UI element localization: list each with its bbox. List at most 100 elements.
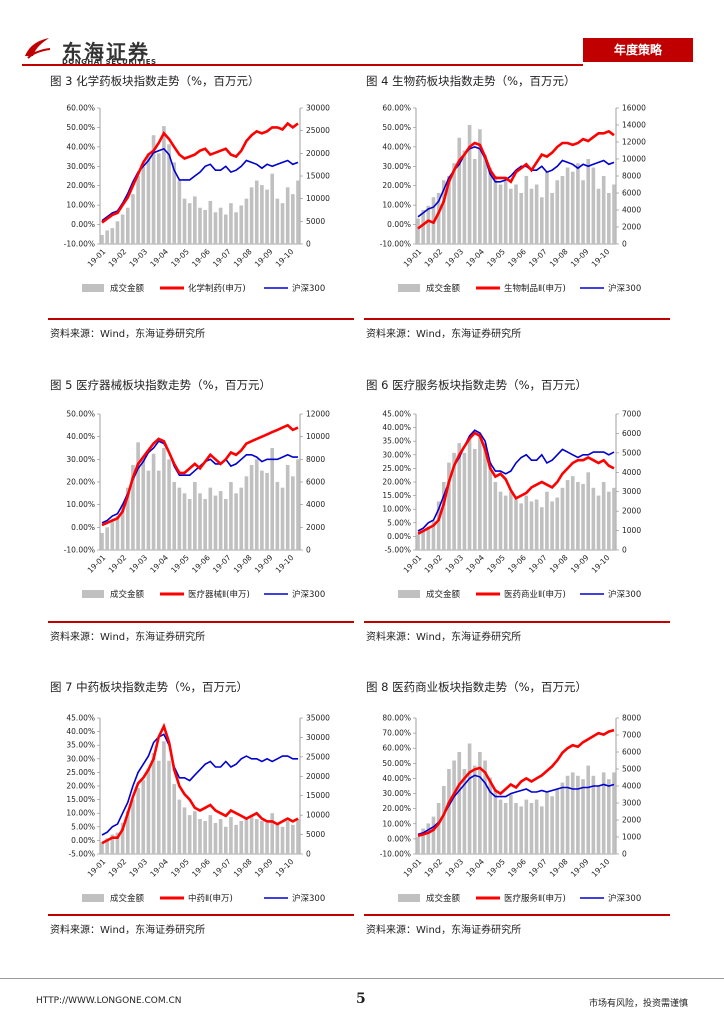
right-tick-label: 6000: [622, 748, 641, 757]
volume-bar: [581, 779, 585, 854]
page-number: 5: [356, 991, 366, 1007]
legend-index-label: 沪深300: [608, 589, 641, 600]
volume-bar: [280, 487, 285, 550]
volume-bar: [570, 772, 575, 854]
right-tick-label: 8000: [622, 172, 641, 181]
left-tick-label: -5.00%: [68, 850, 95, 859]
volume-bar: [198, 819, 202, 854]
left-tick-label: 20.00%: [66, 181, 95, 190]
legend-sector-label: 医药商业Ⅱ(申万): [504, 589, 566, 600]
left-tick-label: -5.00%: [384, 546, 411, 555]
volume-bar: [151, 135, 156, 244]
volume-bar: [172, 162, 177, 244]
legend-bar-label: 成交金额: [426, 589, 461, 600]
volume-bar: [612, 487, 616, 550]
x-tick-label: 19-02: [107, 857, 129, 879]
right-tick-label: 12000: [306, 410, 330, 419]
sector-line: [101, 423, 299, 527]
left-tick-label: 10.00%: [66, 809, 95, 818]
left-tick-label: 50.00%: [66, 410, 95, 419]
volume-bar: [452, 452, 456, 550]
right-tick-label: 15000: [306, 172, 330, 181]
volume-bar: [265, 189, 269, 244]
left-tick-label: 30.00%: [382, 162, 411, 171]
volume-bar: [249, 187, 254, 244]
volume-bar: [555, 789, 560, 854]
volume-bar: [581, 483, 585, 550]
figure-5-chart: -10.00% 0.00% 10.00% 20.00% 30.00% 40.00% 50.0…: [64, 410, 330, 601]
volume-bar: [285, 820, 290, 854]
volume-bar: [524, 176, 529, 244]
legend-bar-swatch: [398, 284, 420, 292]
volume-bar: [596, 188, 601, 244]
x-tick-label: 19-01: [402, 857, 424, 879]
volume-bar: [167, 144, 171, 244]
volume-bar: [591, 775, 596, 854]
right-tick-label: 15000: [306, 791, 330, 800]
index-line: [101, 147, 299, 222]
footer-divider: [0, 978, 724, 979]
x-tick-label: 19-04: [148, 857, 170, 879]
volume-bar: [607, 491, 611, 550]
x-tick-label: 19-10: [590, 553, 612, 575]
volume-bar: [254, 180, 259, 244]
left-tick-label: 15.00%: [382, 491, 411, 500]
figure-8-source: 资料来源：Wind，东海证券研究所: [366, 925, 522, 936]
risk-disclaimer: 市场有风险，投资需谨慎: [588, 999, 688, 1009]
volume-bar: [519, 806, 523, 854]
right-tick-label: 30000: [306, 733, 330, 742]
x-tick-label: 19-10: [590, 857, 612, 879]
left-tick-label: 40.00%: [382, 774, 411, 783]
volume-bar: [285, 465, 290, 550]
volume-bar: [244, 198, 249, 244]
x-tick-label: 19-09: [253, 553, 275, 575]
volume-bar: [462, 769, 467, 854]
x-tick-label: 19-05: [485, 857, 507, 879]
left-tick-label: -10.00%: [64, 546, 95, 555]
footer-url[interactable]: HTTP://WWW.LONGONE.COM.CN: [36, 996, 182, 1006]
volume-bar: [560, 782, 565, 854]
right-tick-label: 7000: [622, 731, 641, 740]
right-tick-label: 8000: [622, 714, 641, 723]
right-tick-label: 10000: [306, 432, 330, 441]
volume-bar: [193, 811, 197, 854]
x-tick-label: 19-08: [232, 553, 254, 575]
volume-bar: [514, 184, 518, 244]
volume-bar: [529, 803, 534, 854]
figure-7-title: 图 7 中药板块指数走势（%，百万元）: [50, 680, 249, 694]
sector-line: [417, 728, 615, 838]
right-tick-label: 0: [306, 546, 311, 555]
volume-bar: [519, 193, 523, 244]
volume-bar: [565, 167, 570, 244]
volume-bar: [586, 765, 591, 854]
figure-7-source: 资料来源：Wind，东海证券研究所: [50, 925, 206, 936]
volume-bar: [488, 167, 493, 244]
volume-bar: [436, 193, 441, 244]
volume-bar: [187, 499, 192, 550]
volume-bar: [416, 218, 420, 244]
volume-bar: [524, 495, 529, 550]
volume-bar: [591, 487, 596, 550]
volume-bar: [478, 129, 482, 244]
volume-bar: [280, 203, 285, 244]
right-tick-label: 2000: [622, 223, 641, 232]
right-tick-label: 3000: [622, 799, 641, 808]
figure-5-source-divider: [48, 621, 354, 623]
volume-bar: [187, 815, 192, 854]
left-tick-label: 60.00%: [66, 104, 95, 113]
volume-bar: [100, 842, 104, 854]
x-tick-label: 19-10: [274, 857, 296, 879]
left-tick-label: 5.00%: [71, 822, 95, 831]
legend-sector-label: 生物制品Ⅱ(申万): [504, 283, 566, 294]
legend-bar-label: 成交金额: [110, 283, 145, 294]
left-tick-label: 20.00%: [382, 478, 411, 487]
left-tick-label: 45.00%: [66, 714, 95, 723]
volume-bar: [270, 173, 275, 244]
right-tick-label: 5000: [306, 830, 325, 839]
volume-bar: [472, 448, 477, 550]
volume-bar: [260, 185, 264, 244]
volume-bar: [177, 487, 182, 550]
right-tick-label: 0: [306, 240, 311, 249]
volume-bar: [441, 482, 446, 550]
right-tick-label: 1000: [622, 526, 641, 535]
